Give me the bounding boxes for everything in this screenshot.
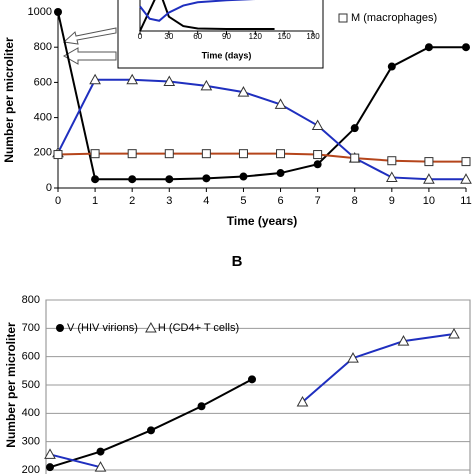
- point: [276, 149, 286, 159]
- y-tick-label: 200: [22, 464, 40, 474]
- series-line: [139, 0, 275, 32]
- point: [350, 153, 360, 163]
- y-tick-label: 400: [22, 407, 40, 419]
- x-tick-label: 4: [203, 195, 209, 207]
- point: [423, 173, 435, 184]
- legend-marker: [338, 13, 348, 23]
- point: [237, 86, 250, 97]
- y-axis-title: Number per microliter: [4, 322, 18, 448]
- point: [350, 124, 359, 133]
- point: [53, 150, 63, 160]
- point: [461, 157, 471, 167]
- x-tick-label: 5: [240, 195, 246, 207]
- series-line: [57, 11, 466, 181]
- x-tick-label: 0: [55, 195, 61, 207]
- legend-marker: [145, 321, 157, 333]
- point: [127, 149, 137, 159]
- point: [462, 43, 470, 52]
- x-tick-label: 11: [460, 195, 471, 207]
- y-tick-label: 800: [34, 41, 52, 53]
- legend-label: V (HIV virions): [67, 322, 138, 334]
- y-tick-label: 400: [34, 112, 52, 124]
- series-line: [57, 152, 466, 163]
- point: [96, 447, 105, 456]
- x-tick-label: 120: [249, 32, 263, 41]
- point: [424, 157, 434, 167]
- y-tick-label: 300: [22, 436, 40, 448]
- x-axis-title: Time (years): [227, 214, 297, 228]
- inset-arrow: [62, 47, 117, 65]
- series-line: [49, 378, 253, 469]
- point: [385, 171, 398, 182]
- series-line: [49, 333, 455, 469]
- point: [313, 160, 322, 169]
- x-tick-label: 90: [222, 32, 231, 41]
- inset-frame: [117, 0, 324, 69]
- point: [448, 327, 460, 339]
- point: [128, 175, 137, 184]
- x-tick-label: 180: [306, 32, 320, 41]
- point: [460, 173, 472, 184]
- point: [91, 175, 100, 184]
- point: [90, 149, 100, 159]
- x-tick-label: 8: [352, 195, 358, 207]
- legend-marker: [56, 324, 64, 332]
- point: [347, 352, 359, 363]
- y-tick-label: 700: [22, 322, 40, 334]
- inset-arrow: [62, 27, 117, 45]
- x-tick-label: 2: [129, 195, 135, 207]
- series-line: [57, 78, 466, 181]
- point: [54, 8, 62, 16]
- y-tick-label: 800: [22, 294, 40, 306]
- point: [274, 98, 287, 109]
- point: [276, 169, 285, 178]
- point: [126, 73, 139, 85]
- x-tick-label: 0: [138, 32, 143, 41]
- series-line: [139, 0, 257, 22]
- point: [197, 402, 206, 411]
- x-axis-title: Time (days): [202, 50, 252, 60]
- point: [238, 149, 248, 159]
- point: [387, 156, 397, 166]
- point: [202, 174, 211, 183]
- y-tick-label: 200: [34, 147, 52, 159]
- point: [163, 75, 176, 87]
- y-tick-label: 600: [22, 351, 40, 363]
- point: [311, 119, 324, 131]
- x-tick-label: 60: [193, 32, 202, 41]
- x-tick-label: 30: [164, 32, 173, 41]
- y-tick-label: 500: [22, 379, 40, 391]
- legend-label: H (CD4+ T cells): [158, 322, 239, 334]
- point: [165, 175, 174, 184]
- x-tick-label: 3: [166, 195, 172, 207]
- y-tick-label: 0: [46, 182, 52, 194]
- point: [201, 149, 211, 159]
- point: [296, 395, 309, 407]
- point: [397, 335, 410, 346]
- x-tick-label: 150: [277, 32, 291, 41]
- point: [313, 150, 323, 160]
- point: [424, 43, 433, 52]
- y-axis-title: Number per microliter: [2, 37, 16, 163]
- x-tick-label: 10: [423, 195, 435, 207]
- point: [44, 448, 56, 459]
- point: [239, 172, 248, 181]
- point: [164, 149, 174, 159]
- point: [89, 73, 101, 85]
- x-tick-label: 1: [92, 195, 98, 207]
- y-tick-label: 1000: [28, 6, 52, 18]
- x-tick-label: 7: [315, 195, 321, 207]
- point: [46, 463, 54, 472]
- x-tick-label: 9: [389, 195, 395, 207]
- point: [94, 461, 107, 472]
- panel-label: B: [232, 253, 243, 270]
- point: [200, 79, 213, 91]
- legend-label: M (macrophages): [351, 12, 437, 24]
- x-tick-label: 6: [277, 195, 283, 207]
- point: [387, 62, 396, 71]
- point: [147, 426, 155, 435]
- y-tick-label: 600: [34, 76, 52, 88]
- point: [248, 375, 256, 384]
